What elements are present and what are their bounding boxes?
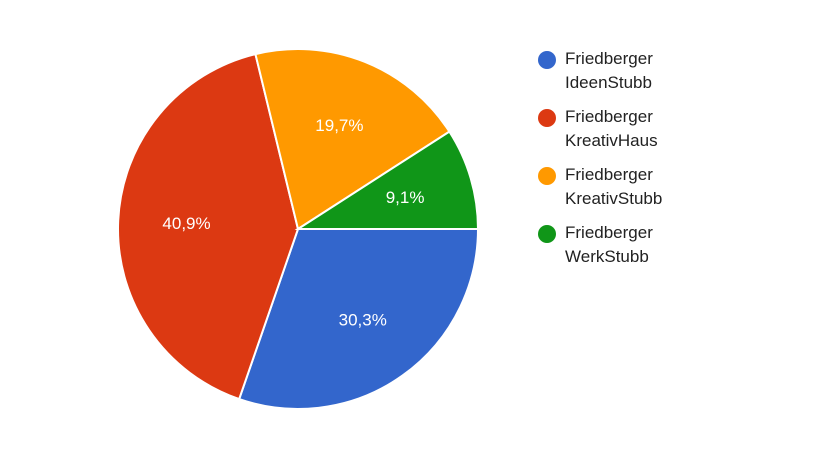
chart-legend: Friedberger IdeenStubb Friedberger Kreat… (538, 47, 818, 279)
legend-swatch (538, 167, 556, 185)
legend-label-line-1: Friedberger (565, 165, 653, 184)
legend-label-line-2: KreativHaus (565, 131, 658, 150)
legend-swatch (538, 225, 556, 243)
legend-label-line-2: KreativStubb (565, 189, 663, 208)
legend-label-line-1: Friedberger (565, 107, 653, 126)
slice-label: 19,7% (315, 116, 363, 135)
legend-swatch (538, 51, 556, 69)
legend-swatch (538, 109, 556, 127)
legend-label-line-2: IdeenStubb (565, 73, 652, 92)
legend-item[interactable]: Friedberger KreativStubb (538, 163, 818, 221)
legend-item[interactable]: Friedberger WerkStubb (538, 221, 818, 279)
slice-label: 30,3% (339, 310, 387, 329)
slice-label: 9,1% (386, 188, 425, 207)
legend-label: Friedberger KreativStubb (565, 163, 662, 211)
legend-item[interactable]: Friedberger IdeenStubb (538, 47, 818, 105)
pie-slice[interactable] (117, 52, 300, 401)
legend-label-line-2: WerkStubb (565, 247, 649, 266)
legend-label-line-1: Friedberger (565, 223, 653, 242)
legend-label: Friedberger IdeenStubb (565, 47, 653, 95)
slice-label: 40,9% (162, 214, 210, 233)
pie-slice[interactable] (237, 228, 480, 410)
legend-item[interactable]: Friedberger KreativHaus (538, 105, 818, 163)
legend-label: Friedberger KreativHaus (565, 105, 658, 153)
pie-slice[interactable] (254, 48, 451, 231)
legend-label-line-1: Friedberger (565, 49, 653, 68)
legend-label: Friedberger WerkStubb (565, 221, 653, 269)
pie-slice[interactable] (294, 130, 480, 230)
